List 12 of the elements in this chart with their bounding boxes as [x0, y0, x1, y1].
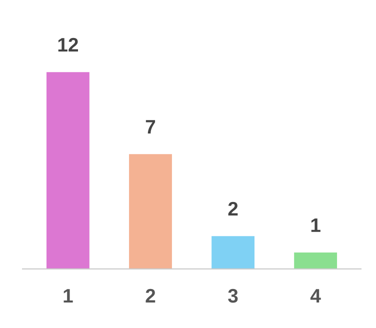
bar [212, 236, 254, 269]
bar [46, 72, 90, 269]
x-tick-label: 3 [228, 288, 238, 303]
data-label: 7 [146, 120, 156, 134]
x-tick-label: 4 [310, 289, 321, 302]
data-label: 12 [58, 38, 78, 52]
bar [129, 154, 172, 269]
x-tick-label: 1 [64, 289, 73, 302]
bar [294, 252, 338, 269]
data-label: 2 [228, 202, 238, 216]
data-label: 1 [311, 218, 320, 232]
x-tick-label: 2 [146, 288, 156, 302]
